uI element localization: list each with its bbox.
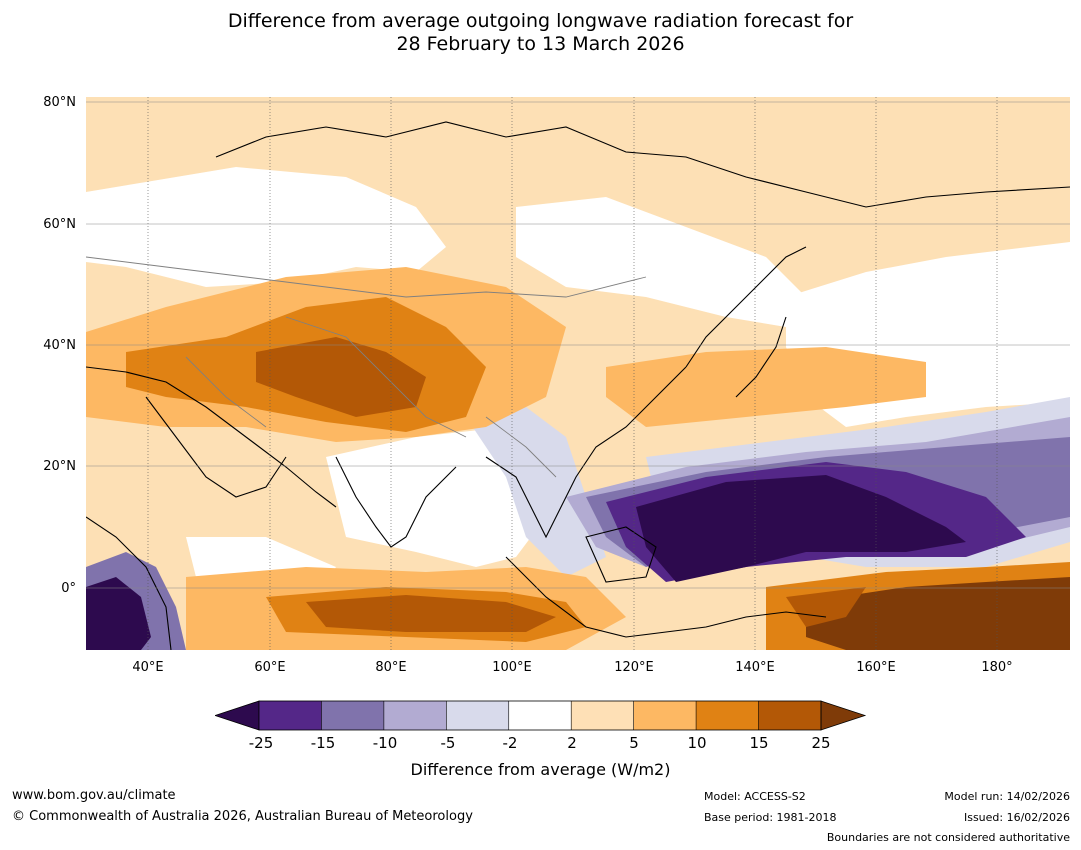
colorbar-label: Difference from average (W/m2) [410, 760, 671, 779]
lon-label-80e: 80°E [375, 660, 407, 675]
colorbar-extend-low [215, 700, 260, 731]
colorbar-tick: 25 [811, 734, 831, 752]
colorbar-tick: -5 [440, 734, 456, 752]
coastline-europe-asia-north [215, 121, 1070, 208]
anomaly-region-b35806-east [786, 587, 866, 627]
coastline-japan [735, 316, 787, 398]
anomaly-region-darkest-brown [806, 577, 1070, 650]
colorbar-frame [258, 700, 822, 731]
footer-url[interactable]: www.bom.gov.au/climate [12, 788, 176, 803]
chart-title: Difference from average outgoing longwav… [0, 10, 1081, 56]
footer-issued: Issued: 16/02/2026 [963, 811, 1070, 824]
coastline-china-east [685, 246, 807, 368]
border-segment [86, 256, 647, 298]
olr-anomaly-map [86, 97, 1070, 650]
colorbar-segment [758, 701, 822, 730]
lat-label-40n: 40°N [43, 338, 76, 353]
colorbar [215, 700, 867, 731]
colorbar-segment [446, 701, 510, 730]
colorbar-tick: -15 [310, 734, 336, 752]
footer-copyright: © Commonwealth of Australia 2026, Austra… [12, 809, 473, 824]
colorbar-segment [508, 701, 572, 730]
colorbar-tick: -10 [372, 734, 398, 752]
lat-label-20n: 20°N [43, 459, 76, 474]
colorbar-tick: -2 [502, 734, 518, 752]
map-svg [86, 97, 1070, 650]
colorbar-segment [571, 701, 635, 730]
lon-label-160e: 160°E [856, 660, 896, 675]
footer-disclaimer: Boundaries are not considered authoritat… [826, 831, 1070, 844]
lon-label-60e: 60°E [254, 660, 286, 675]
colorbar-tick: 5 [629, 734, 639, 752]
title-line-2: 28 February to 13 March 2026 [396, 33, 685, 55]
coastline-se-asia [485, 366, 687, 539]
colorbar-segment [259, 701, 322, 730]
anomaly-region-b35806 [256, 337, 426, 417]
coastline-borneo [585, 526, 657, 583]
footer-model: Model: ACCESS-S2 [704, 790, 806, 803]
lat-label-0: 0° [61, 581, 76, 596]
lon-label-140e: 140°E [735, 660, 775, 675]
anomaly-region-white-west-siberia [86, 167, 446, 287]
lon-label-180: 180° [981, 660, 1013, 675]
grid-parallels [86, 101, 1070, 589]
grid-lines [147, 97, 998, 650]
colorbar-segment [696, 701, 760, 730]
title-line-1: Difference from average outgoing longwav… [227, 10, 854, 32]
anomaly-region-lavender-se-asia [466, 407, 606, 577]
anomaly-region-darkest-purple [636, 475, 966, 582]
lat-label-60n: 60°N [43, 217, 76, 232]
colorbar-tick: 15 [749, 734, 769, 752]
anomaly-region-white-north [516, 197, 806, 327]
lon-label-100e: 100°E [492, 660, 532, 675]
anomaly-region-b35806-south [306, 595, 556, 632]
colorbar-tick: -25 [248, 734, 274, 752]
border-segment [285, 316, 467, 438]
coastline-africa [86, 516, 172, 650]
footer-base-period: Base period: 1981-2018 [704, 811, 837, 824]
country-borders [86, 256, 647, 478]
coastline-arabia [145, 396, 287, 498]
footer-model-run: Model run: 14/02/2026 [944, 790, 1070, 803]
coastline-middle-east [86, 366, 337, 508]
lon-label-40e: 40°E [132, 660, 164, 675]
anomaly-region-africa-dark [86, 577, 151, 650]
colorbar-tick: 10 [687, 734, 707, 752]
border-segment [485, 416, 557, 478]
lat-label-80n: 80°N [43, 95, 76, 110]
coastline-indonesia [505, 556, 827, 638]
colorbar-segment [383, 701, 447, 730]
border-segment [185, 356, 267, 428]
coastlines [86, 121, 1070, 650]
colorbar-segment [321, 701, 385, 730]
lon-label-120e: 120°E [614, 660, 654, 675]
colorbar-segment [633, 701, 697, 730]
colorbar-tick: 2 [567, 734, 577, 752]
colorbar-extend-high [820, 700, 867, 731]
